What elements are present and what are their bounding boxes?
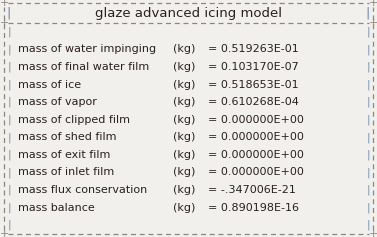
Text: = 0.519263E-01: = 0.519263E-01 bbox=[208, 44, 299, 54]
Text: = 0.518653E-01: = 0.518653E-01 bbox=[208, 80, 299, 90]
Text: mass flux conservation: mass flux conservation bbox=[18, 185, 147, 195]
Text: mass of water impinging: mass of water impinging bbox=[18, 44, 156, 54]
Text: = 0.890198E-16: = 0.890198E-16 bbox=[208, 203, 299, 213]
Text: = 0.000000E+00: = 0.000000E+00 bbox=[208, 132, 304, 142]
Text: |: | bbox=[366, 132, 370, 142]
Text: |: | bbox=[366, 167, 370, 178]
Text: |: | bbox=[7, 114, 11, 125]
Text: |: | bbox=[7, 97, 11, 107]
Text: |: | bbox=[366, 97, 370, 107]
Text: (kg): (kg) bbox=[173, 132, 195, 142]
Text: mass of shed film: mass of shed film bbox=[18, 132, 116, 142]
Text: |: | bbox=[7, 79, 11, 90]
Text: |: | bbox=[7, 132, 11, 142]
Text: |: | bbox=[366, 150, 370, 160]
Text: |: | bbox=[366, 6, 370, 19]
Text: (kg): (kg) bbox=[173, 62, 195, 72]
Text: mass of vapor: mass of vapor bbox=[18, 97, 97, 107]
Text: (kg): (kg) bbox=[173, 44, 195, 54]
Text: (kg): (kg) bbox=[173, 168, 195, 178]
Text: |: | bbox=[7, 185, 11, 195]
Text: |: | bbox=[7, 6, 11, 19]
Text: +: + bbox=[368, 18, 377, 28]
Text: |: | bbox=[7, 27, 11, 37]
Text: |: | bbox=[7, 167, 11, 178]
Text: mass of clipped film: mass of clipped film bbox=[18, 115, 130, 125]
Text: |: | bbox=[366, 114, 370, 125]
Text: glaze advanced icing model: glaze advanced icing model bbox=[95, 6, 282, 19]
Text: |: | bbox=[366, 79, 370, 90]
Text: mass balance: mass balance bbox=[18, 203, 95, 213]
Text: |: | bbox=[366, 185, 370, 195]
Text: +: + bbox=[0, 0, 9, 8]
Text: +: + bbox=[368, 0, 377, 8]
Text: |: | bbox=[366, 202, 370, 213]
Text: (kg): (kg) bbox=[173, 97, 195, 107]
Text: (kg): (kg) bbox=[173, 185, 195, 195]
Text: mass of ice: mass of ice bbox=[18, 80, 81, 90]
Text: |: | bbox=[366, 220, 370, 230]
Text: (kg): (kg) bbox=[173, 80, 195, 90]
Text: |: | bbox=[7, 44, 11, 55]
Text: +: + bbox=[0, 18, 9, 28]
Text: +: + bbox=[368, 229, 377, 237]
Text: |: | bbox=[7, 202, 11, 213]
Text: (kg): (kg) bbox=[173, 115, 195, 125]
Text: (kg): (kg) bbox=[173, 150, 195, 160]
Text: |: | bbox=[366, 27, 370, 37]
Text: = -.347006E-21: = -.347006E-21 bbox=[208, 185, 296, 195]
Text: +: + bbox=[0, 229, 9, 237]
Text: |: | bbox=[366, 62, 370, 72]
Text: |: | bbox=[7, 150, 11, 160]
Text: |: | bbox=[7, 62, 11, 72]
Text: = 0.610268E-04: = 0.610268E-04 bbox=[208, 97, 299, 107]
Text: = 0.103170E-07: = 0.103170E-07 bbox=[208, 62, 299, 72]
Text: = 0.000000E+00: = 0.000000E+00 bbox=[208, 168, 304, 178]
Text: mass of inlet film: mass of inlet film bbox=[18, 168, 114, 178]
Text: mass of exit film: mass of exit film bbox=[18, 150, 110, 160]
Text: (kg): (kg) bbox=[173, 203, 195, 213]
Text: |: | bbox=[7, 220, 11, 230]
Text: = 0.000000E+00: = 0.000000E+00 bbox=[208, 115, 304, 125]
Text: mass of final water film: mass of final water film bbox=[18, 62, 149, 72]
Text: |: | bbox=[366, 44, 370, 55]
Text: = 0.000000E+00: = 0.000000E+00 bbox=[208, 150, 304, 160]
